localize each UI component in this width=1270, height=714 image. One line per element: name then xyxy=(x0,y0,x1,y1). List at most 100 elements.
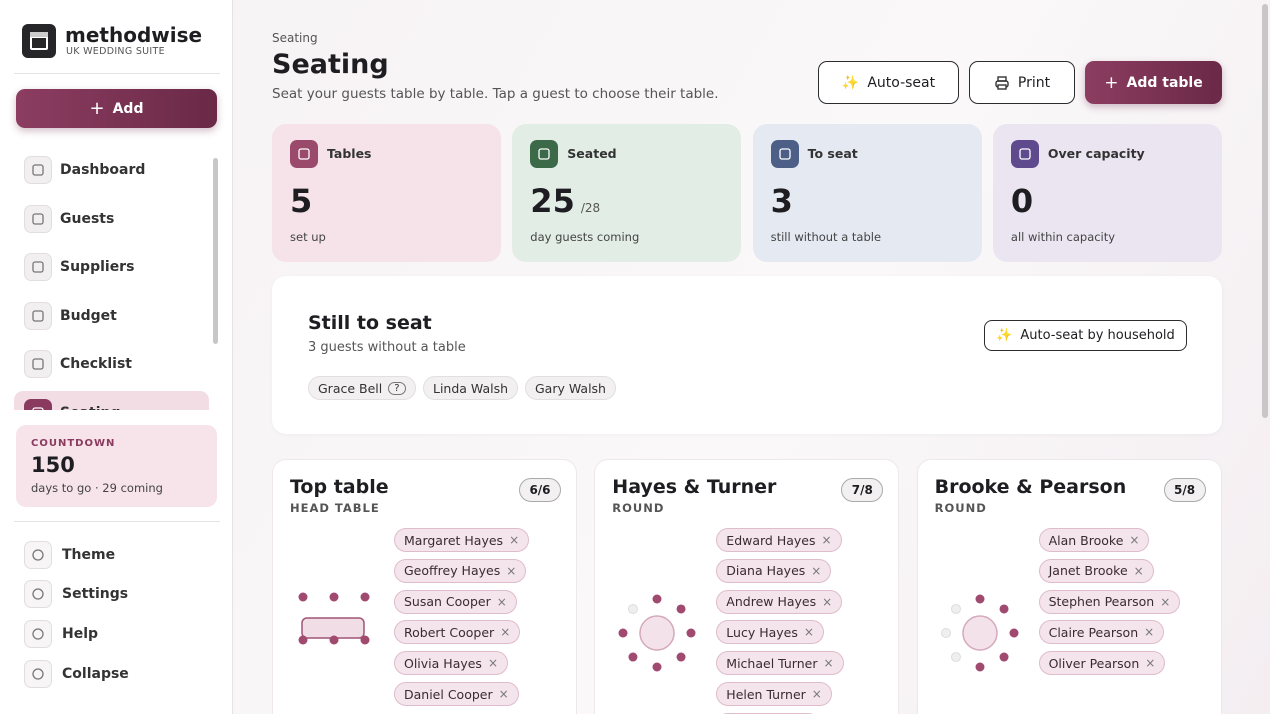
guest-chip[interactable]: Susan Cooper × xyxy=(394,589,517,614)
stat-card: Over capacity 0 all within capacity xyxy=(992,124,1222,262)
guest-chip[interactable]: Andrew Hayes × xyxy=(716,589,843,614)
remove-icon: × xyxy=(823,656,834,671)
divider xyxy=(14,521,220,522)
guest-name: Lucy Hayes xyxy=(726,624,798,640)
table-name: Top table xyxy=(290,476,389,498)
nav-item[interactable]: Guests xyxy=(24,204,114,233)
nav-label: Seating xyxy=(60,405,121,410)
stat-icon xyxy=(290,140,318,168)
brand-name: methodwise xyxy=(65,23,203,47)
guest-chip[interactable]: Claire Pearson × xyxy=(1038,620,1165,645)
breadcrumb: Seating xyxy=(272,31,318,45)
label: Auto-seat xyxy=(867,74,936,91)
stat-note: all within capacity xyxy=(1010,230,1116,244)
table-count: 6/6 xyxy=(519,478,561,502)
remove-icon: × xyxy=(821,533,832,547)
countdown-value: 150 xyxy=(31,453,75,477)
guest-name: Robert Cooper xyxy=(404,624,495,640)
nav-label: Checklist xyxy=(60,356,132,373)
guest-name: Geoffrey Hayes xyxy=(404,563,501,579)
nav-item[interactable]: Suppliers xyxy=(24,253,135,282)
table-card: Hayes & Turner ROUND 7/8 Edward Hayes × Diana… xyxy=(594,459,900,714)
nav-item[interactable]: Checklist xyxy=(24,350,132,379)
table-kind: ROUND xyxy=(934,501,987,515)
stat-label: To seat xyxy=(807,146,858,161)
auto-seat-button[interactable]: ✨ Auto-seat xyxy=(818,61,959,104)
stat-card: To seat 3 still without a table xyxy=(752,124,982,262)
stat-card: Tables 5 set up xyxy=(272,124,501,262)
guest-chip[interactable]: Robert Cooper × xyxy=(394,620,521,645)
guest-name: Edward Hayes xyxy=(726,532,816,548)
guest-chip[interactable]: Margaret Hayes × xyxy=(394,528,530,552)
table-name: Brooke & Pearson xyxy=(934,476,1127,498)
table-card: Top table HEAD TABLE 6/6 Margaret Hayes × Geo… xyxy=(272,459,577,714)
scrollbar xyxy=(213,158,218,344)
guest-name: Gary Walsh xyxy=(535,380,606,396)
sidebar: methodwise UK WEDDING SUITE + Add Dashboa… xyxy=(0,0,233,714)
guest-chip[interactable]: Alan Brooke × xyxy=(1038,528,1150,552)
guest-name: Stephen Pearson xyxy=(1048,594,1155,610)
footer-item[interactable]: Theme xyxy=(24,541,115,569)
remove-icon: × xyxy=(487,656,499,671)
guest-chip[interactable]: Grace Bell? xyxy=(308,376,416,400)
footer-label: Theme xyxy=(62,547,116,563)
guest-name: Alan Brooke xyxy=(1048,532,1124,548)
guest-chip[interactable]: Daniel Cooper × xyxy=(394,682,519,706)
footer-icon xyxy=(24,620,52,648)
nav-item[interactable]: Dashboard xyxy=(24,156,145,184)
icon xyxy=(32,310,44,322)
nav-label: Suppliers xyxy=(60,259,135,276)
stat-label: Tables xyxy=(327,146,372,161)
guest-chip[interactable]: Stephen Pearson × xyxy=(1038,589,1181,614)
nav-item[interactable]: Budget xyxy=(24,301,117,330)
icon xyxy=(538,148,550,160)
guest-chip[interactable]: Olivia Hayes × xyxy=(394,651,509,676)
stat-value: 25 xyxy=(530,182,575,220)
remove-icon: × xyxy=(1160,594,1171,609)
remove-icon: × xyxy=(496,594,507,609)
nav-item[interactable]: Seating xyxy=(24,399,121,410)
print-button[interactable]: Print xyxy=(969,61,1075,104)
countdown: COUNTDOWN 150 days to go · 29 coming xyxy=(16,425,217,507)
table-card: Brooke & Pearson ROUND 5/8 Alan Brooke × Jane… xyxy=(916,459,1222,714)
nav-active-bg xyxy=(14,391,209,410)
add-label: Add xyxy=(112,100,144,117)
add-table-button[interactable]: + Add table xyxy=(1085,61,1222,104)
guest-chip[interactable]: Michael Turner × xyxy=(716,651,844,676)
seat-diagram xyxy=(940,594,1019,672)
guest-name: Janet Brooke xyxy=(1048,563,1128,579)
remove-icon: × xyxy=(506,563,517,578)
guest-chip[interactable]: Linda Walsh xyxy=(423,376,519,400)
stat-value-row: 5 xyxy=(290,182,312,220)
footer-item[interactable]: Help xyxy=(24,620,98,648)
guest-name: Andrew Hayes xyxy=(726,594,817,610)
guest-name: Diana Hayes xyxy=(726,563,806,579)
icon xyxy=(32,588,44,600)
guest-chip[interactable]: Geoffrey Hayes × xyxy=(394,558,527,583)
nav-icon xyxy=(24,204,52,233)
unseated-card: Still to seat 3 guests without a table ✨… xyxy=(272,276,1222,434)
guest-chip[interactable]: Lucy Hayes × xyxy=(716,620,824,645)
guest-chip[interactable]: Edward Hayes × xyxy=(716,528,842,552)
icon xyxy=(32,358,44,371)
page-scrollbar xyxy=(1262,4,1268,418)
countdown-note: days to go · 29 coming xyxy=(31,481,163,495)
guest-chip[interactable]: Gary Walsh xyxy=(525,376,616,400)
add-button[interactable]: + Add xyxy=(16,89,217,128)
unseated-subtitle: 3 guests without a table xyxy=(308,340,466,355)
guest-chip[interactable]: Diana Hayes × xyxy=(716,558,832,583)
icon xyxy=(32,407,44,410)
guest-chip[interactable]: Janet Brooke × xyxy=(1038,558,1154,583)
footer-item[interactable]: Settings xyxy=(24,580,128,608)
stat-note: set up xyxy=(290,230,326,244)
stat-note: still without a table xyxy=(770,230,882,244)
footer-item[interactable]: Collapse xyxy=(24,660,129,688)
guest-chip[interactable]: Oliver Pearson × xyxy=(1038,651,1166,676)
logo xyxy=(22,24,56,58)
guest-chip[interactable]: Helen Turner × xyxy=(716,682,832,706)
remove-icon: × xyxy=(1129,533,1140,547)
auto-seat-household-button[interactable]: ✨ Auto-seat by household xyxy=(984,320,1187,351)
remove-icon: × xyxy=(509,533,520,547)
stat-value: 5 xyxy=(290,182,313,220)
